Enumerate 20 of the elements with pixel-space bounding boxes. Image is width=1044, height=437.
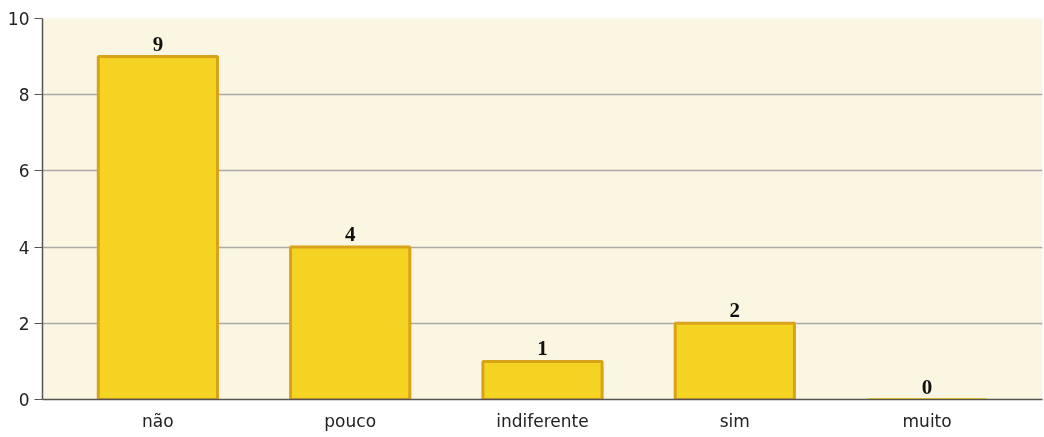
y-tick-label: 8 xyxy=(18,85,30,106)
x-tick-label: não xyxy=(142,410,174,431)
bar xyxy=(289,245,412,400)
y-tick-label: 10 xyxy=(7,9,30,29)
data-label: 2 xyxy=(729,298,741,323)
data-label: 9 xyxy=(152,31,164,56)
data-label: 0 xyxy=(921,374,933,399)
x-tick-label: indiferente xyxy=(496,410,589,431)
x-tick-label: pouco xyxy=(324,410,377,431)
y-tick-label: 2 xyxy=(18,313,30,334)
data-label: 4 xyxy=(344,222,356,247)
bar xyxy=(96,55,219,400)
x-tick-label: sim xyxy=(719,410,750,431)
y-tick-label: 6 xyxy=(18,161,30,182)
bar xyxy=(673,321,796,400)
y-tick-label: 0 xyxy=(18,390,30,410)
x-tick-label: muito xyxy=(902,410,952,431)
y-tick-label: 4 xyxy=(18,237,30,258)
data-label: 1 xyxy=(537,336,548,361)
bar xyxy=(481,359,604,400)
